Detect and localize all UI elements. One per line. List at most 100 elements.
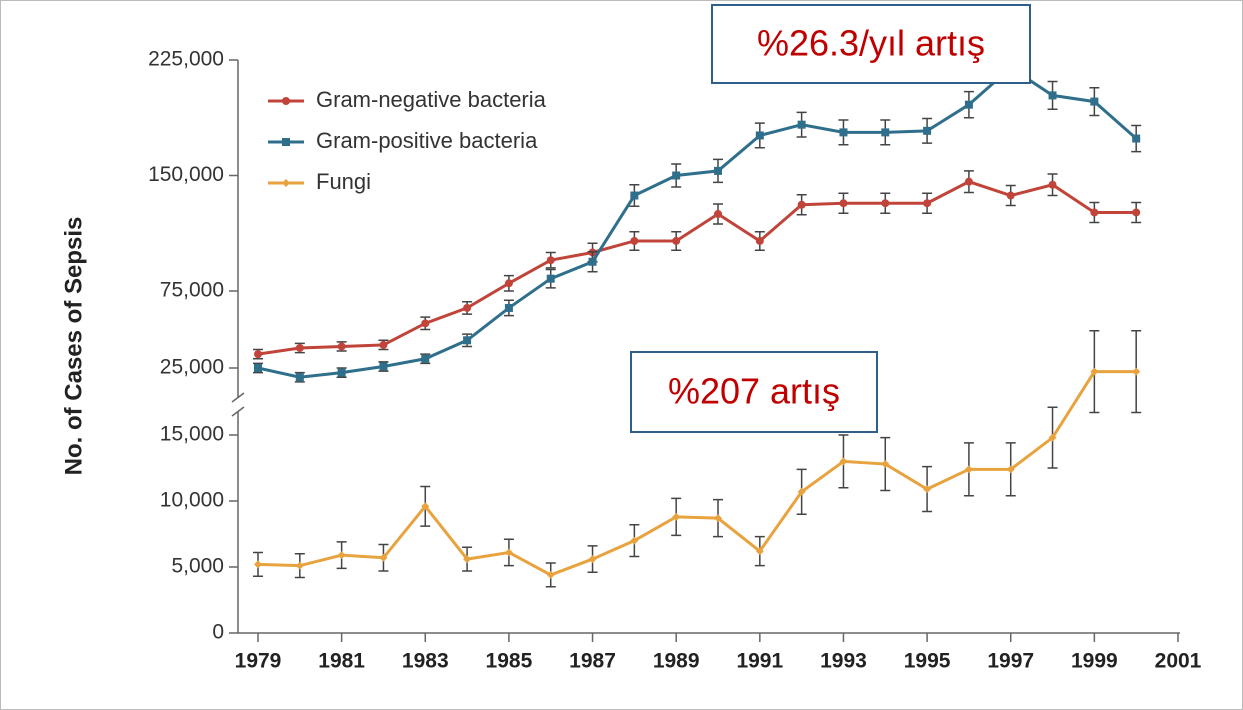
marker [797, 487, 806, 496]
legend-marker [282, 138, 290, 146]
marker [1048, 180, 1057, 189]
series-line [257, 180, 1137, 356]
marker [714, 166, 722, 175]
y-tick-label: 10,000 [160, 489, 224, 512]
axis-break [231, 392, 245, 403]
marker [672, 236, 681, 245]
annotation: %26.3/yıl artış [757, 23, 985, 64]
marker [630, 191, 639, 200]
marker [295, 373, 304, 382]
marker [964, 465, 973, 474]
annotation-box [711, 4, 1031, 84]
marker [839, 457, 848, 466]
marker [254, 350, 262, 359]
legend-label: Fungi [316, 169, 371, 194]
marker [923, 126, 932, 135]
marker [923, 485, 932, 494]
marker [463, 555, 472, 564]
marker [881, 199, 890, 208]
marker [379, 362, 388, 371]
legend-marker [282, 97, 290, 105]
marker [546, 256, 555, 265]
marker [1132, 134, 1141, 143]
marker [630, 236, 639, 245]
legend-label: Gram-negative bacteria [316, 87, 547, 112]
marker [463, 303, 472, 312]
marker [630, 536, 639, 545]
y-tick-label: 5,000 [171, 555, 224, 578]
marker [379, 340, 388, 349]
marker [881, 460, 890, 469]
marker [1090, 367, 1099, 376]
x-tick-label: 2001 [1155, 650, 1202, 673]
marker [1006, 465, 1015, 474]
marker [295, 561, 304, 570]
marker [1132, 208, 1141, 217]
y-tick-label: 150,000 [148, 163, 224, 186]
annotation-box [630, 351, 878, 433]
marker [588, 257, 597, 266]
marker [295, 343, 304, 352]
marker [421, 319, 430, 328]
marker [964, 100, 973, 109]
marker [504, 303, 513, 312]
marker [714, 210, 722, 218]
marker [797, 120, 806, 129]
marker [923, 199, 932, 208]
series-line [257, 65, 1138, 379]
marker [379, 553, 388, 562]
series-line [257, 370, 1137, 577]
marker [337, 368, 346, 377]
x-tick-label: 1981 [318, 650, 365, 673]
marker [755, 547, 764, 556]
axis-break [231, 406, 245, 417]
y-axis-label: No. of Cases of Sepsis [60, 217, 87, 476]
marker [504, 279, 513, 288]
y-tick-label: 25,000 [160, 356, 224, 379]
x-tick-label: 1989 [653, 650, 700, 673]
marker [1090, 97, 1099, 106]
x-tick-label: 1993 [820, 650, 867, 673]
y-tick-label: 0 [212, 621, 224, 644]
marker [337, 551, 346, 560]
marker [421, 502, 430, 511]
marker [714, 514, 722, 523]
marker [254, 364, 262, 372]
marker [964, 177, 973, 186]
legend-marker [282, 179, 290, 187]
x-tick-label: 1991 [736, 650, 783, 673]
annotation: %207 artış [668, 371, 840, 412]
legend-label: Gram-positive bacteria [316, 128, 538, 153]
x-tick-label: 1995 [904, 650, 951, 673]
marker [421, 354, 430, 363]
marker [1048, 91, 1057, 100]
marker [797, 200, 806, 209]
marker [588, 555, 597, 564]
marker [881, 128, 890, 137]
x-tick-label: 1999 [1071, 650, 1118, 673]
marker [1006, 191, 1015, 200]
marker [546, 570, 555, 579]
x-tick-label: 1987 [569, 650, 616, 673]
y-tick-label: 225,000 [148, 48, 224, 71]
marker [337, 342, 346, 351]
marker [504, 548, 513, 557]
marker [672, 512, 681, 521]
marker [1048, 433, 1057, 442]
x-tick-label: 1997 [987, 650, 1034, 673]
marker [755, 131, 764, 140]
marker [839, 128, 848, 137]
x-tick-label: 1985 [486, 650, 533, 673]
y-tick-label: 15,000 [160, 423, 224, 446]
marker [254, 560, 262, 569]
marker [1090, 208, 1099, 217]
x-tick-label: 1983 [402, 650, 449, 673]
y-tick-label: 75,000 [160, 279, 224, 302]
x-tick-label: 1979 [235, 650, 282, 673]
marker [839, 199, 848, 208]
marker [755, 236, 764, 245]
marker [546, 274, 555, 283]
marker [1132, 367, 1141, 376]
